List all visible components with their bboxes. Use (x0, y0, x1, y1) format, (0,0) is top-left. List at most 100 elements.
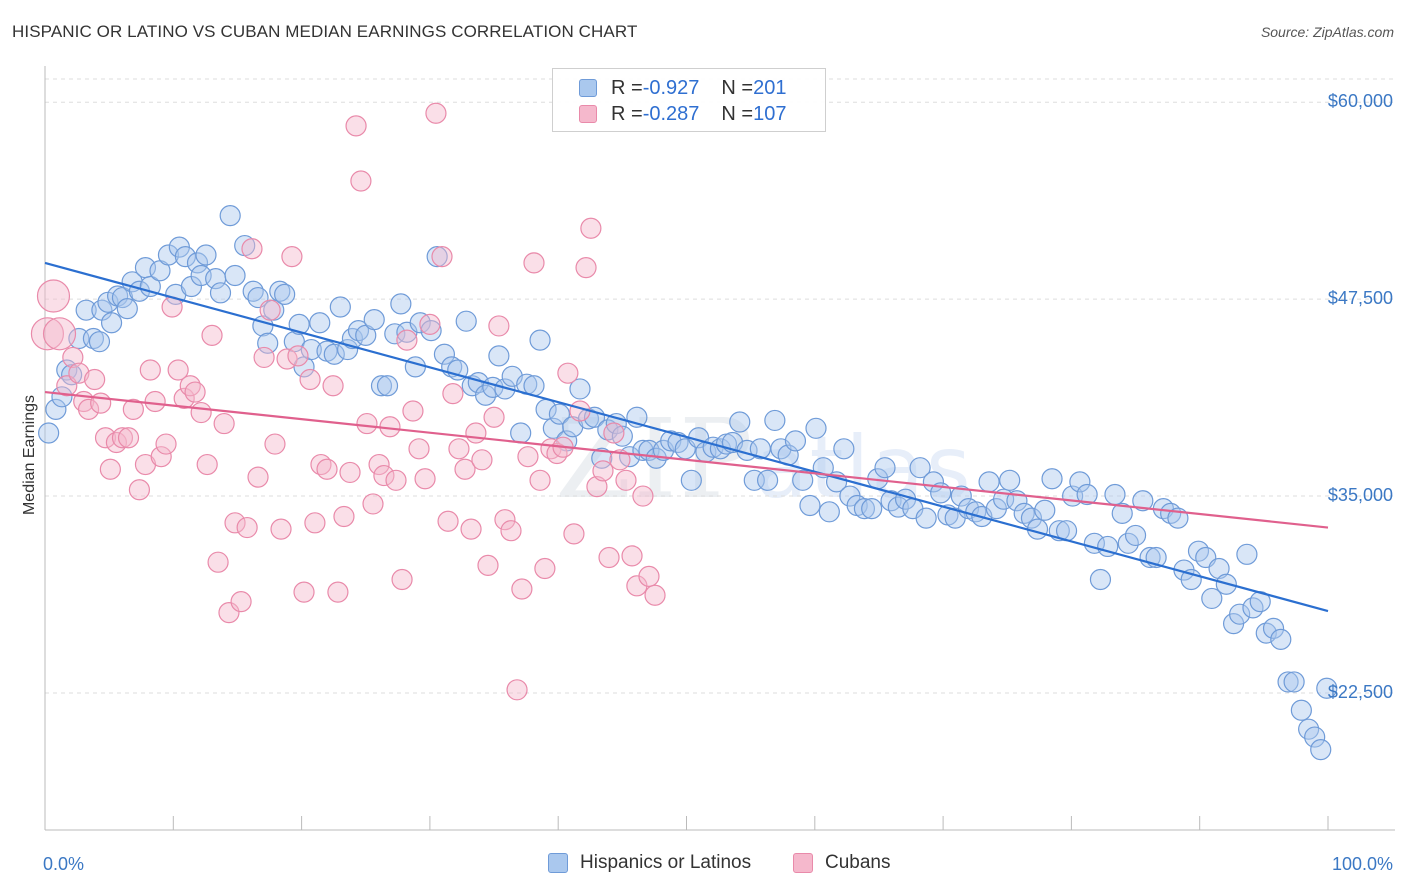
hispanic-point (82, 327, 105, 350)
cuban-point (90, 392, 112, 414)
hispanic-point (288, 313, 310, 335)
cuban-point (333, 505, 355, 528)
cuban-point (511, 578, 533, 600)
cuban-point (483, 406, 505, 428)
hispanic-point (1097, 535, 1119, 558)
hispanic-point (529, 329, 551, 351)
legend-r-value: -0.287 (642, 102, 700, 125)
trend-line-cubans (44, 390, 1329, 529)
hispanic-point (1089, 568, 1112, 591)
cuban-point (563, 523, 585, 545)
hispanic-point (1283, 671, 1305, 693)
cuban-point (316, 458, 338, 480)
cuban-point (362, 493, 384, 515)
cuban-point (408, 438, 430, 460)
cuban-point (575, 257, 597, 279)
hispanic-point (224, 264, 246, 287)
hispanic-point (433, 343, 456, 365)
cuban-point (345, 115, 367, 137)
cuban-point (247, 466, 269, 488)
legend-r-label: R = (611, 102, 643, 125)
hispanic-point (1262, 617, 1285, 639)
legend-swatch-blue (579, 79, 597, 97)
legend-swatch-pink (579, 105, 597, 123)
chart-title: HISPANIC OR LATINO VS CUBAN MEDIAN EARNI… (12, 22, 638, 41)
cuban-point (546, 442, 568, 465)
cuban-point (632, 485, 654, 507)
x-tick-label-max: 100.0% (1332, 854, 1393, 874)
hispanic-point (488, 345, 510, 367)
bottom-legend-cubans[interactable]: Cubans (793, 852, 891, 874)
cuban-point (68, 362, 90, 384)
cuban-point (460, 518, 482, 540)
hispanic-point (329, 296, 351, 318)
hispanic-point (51, 386, 73, 408)
hispanic-point (909, 457, 931, 479)
legend-r-label: R = (611, 76, 643, 99)
cuban-point (431, 246, 453, 268)
hispanic-point (799, 494, 821, 517)
cuban-point (111, 427, 134, 449)
cuban-point (373, 464, 395, 487)
cuban-point (368, 453, 390, 476)
cuban-point (488, 315, 510, 337)
bottom-legend-label: Hispanics or Latinos (580, 852, 752, 873)
hispanic-point (950, 485, 972, 507)
hispanic-point (833, 438, 855, 460)
cuban-point (150, 446, 172, 468)
hispanic-point (978, 471, 1000, 493)
cuban-point (609, 449, 631, 471)
cuban-point (448, 438, 470, 460)
cuban-point (425, 102, 447, 124)
cuban-point (592, 460, 614, 482)
legend-n-label: N = (721, 102, 754, 125)
hispanic-point (818, 501, 840, 523)
hispanic-point (116, 297, 138, 320)
cuban-point (603, 422, 625, 444)
hispanic-point (1270, 628, 1292, 650)
cuban-point (30, 317, 65, 351)
bottom-legend-swatch-blue (548, 853, 568, 873)
hispanic-point (792, 469, 814, 491)
hispanic-point (300, 338, 322, 361)
legend-n-value: 107 (753, 102, 787, 125)
cuban-point (287, 345, 309, 367)
cuban-point (213, 412, 235, 435)
y-tick-label: $60,000 (1328, 91, 1393, 111)
cuban-point (385, 469, 407, 491)
hispanic-point (274, 283, 296, 306)
hispanic-point (426, 246, 448, 268)
hispanic-point (611, 425, 633, 447)
hispanic-point (186, 252, 209, 274)
hispanic-point (1026, 518, 1049, 540)
cuban-point (419, 313, 441, 335)
hispanic-point (174, 246, 197, 268)
legend-row-hispanics: R = -0.927 N = 201 (579, 75, 786, 101)
cuban-point (190, 401, 212, 424)
hispanic-point (1201, 587, 1223, 610)
hispanic-point (219, 205, 241, 227)
legend-n-label: N = (721, 76, 754, 99)
hispanic-point (510, 422, 532, 444)
hispanic-point (370, 375, 393, 397)
hispanic-point (75, 299, 97, 321)
hispanic-point (1041, 468, 1063, 490)
hispanic-point (209, 282, 232, 304)
hispanic-point (1069, 471, 1091, 493)
cuban-point (62, 346, 84, 369)
hispanic-point (139, 275, 161, 298)
hispanic-point (38, 422, 60, 444)
hispanic-point (68, 327, 90, 350)
source-label: Source: ZipAtlas.com (1260, 24, 1394, 40)
cuban-point (281, 246, 303, 268)
bottom-legend-hispanics[interactable]: Hispanics or Latinos (548, 852, 751, 874)
cuban-point (523, 252, 545, 274)
cuban-point (201, 324, 223, 346)
cuban-point (167, 359, 189, 381)
cuban-point (327, 581, 349, 603)
hispanic-point (1076, 483, 1098, 506)
hispanic-point (1117, 532, 1139, 554)
cuban-point (270, 518, 292, 540)
cuban-point (350, 170, 372, 192)
hispanic-point (45, 398, 67, 421)
